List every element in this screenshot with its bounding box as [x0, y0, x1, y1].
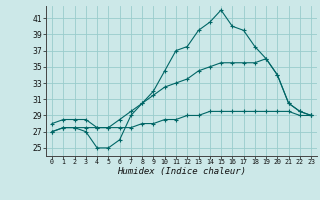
- X-axis label: Humidex (Indice chaleur): Humidex (Indice chaleur): [117, 167, 246, 176]
